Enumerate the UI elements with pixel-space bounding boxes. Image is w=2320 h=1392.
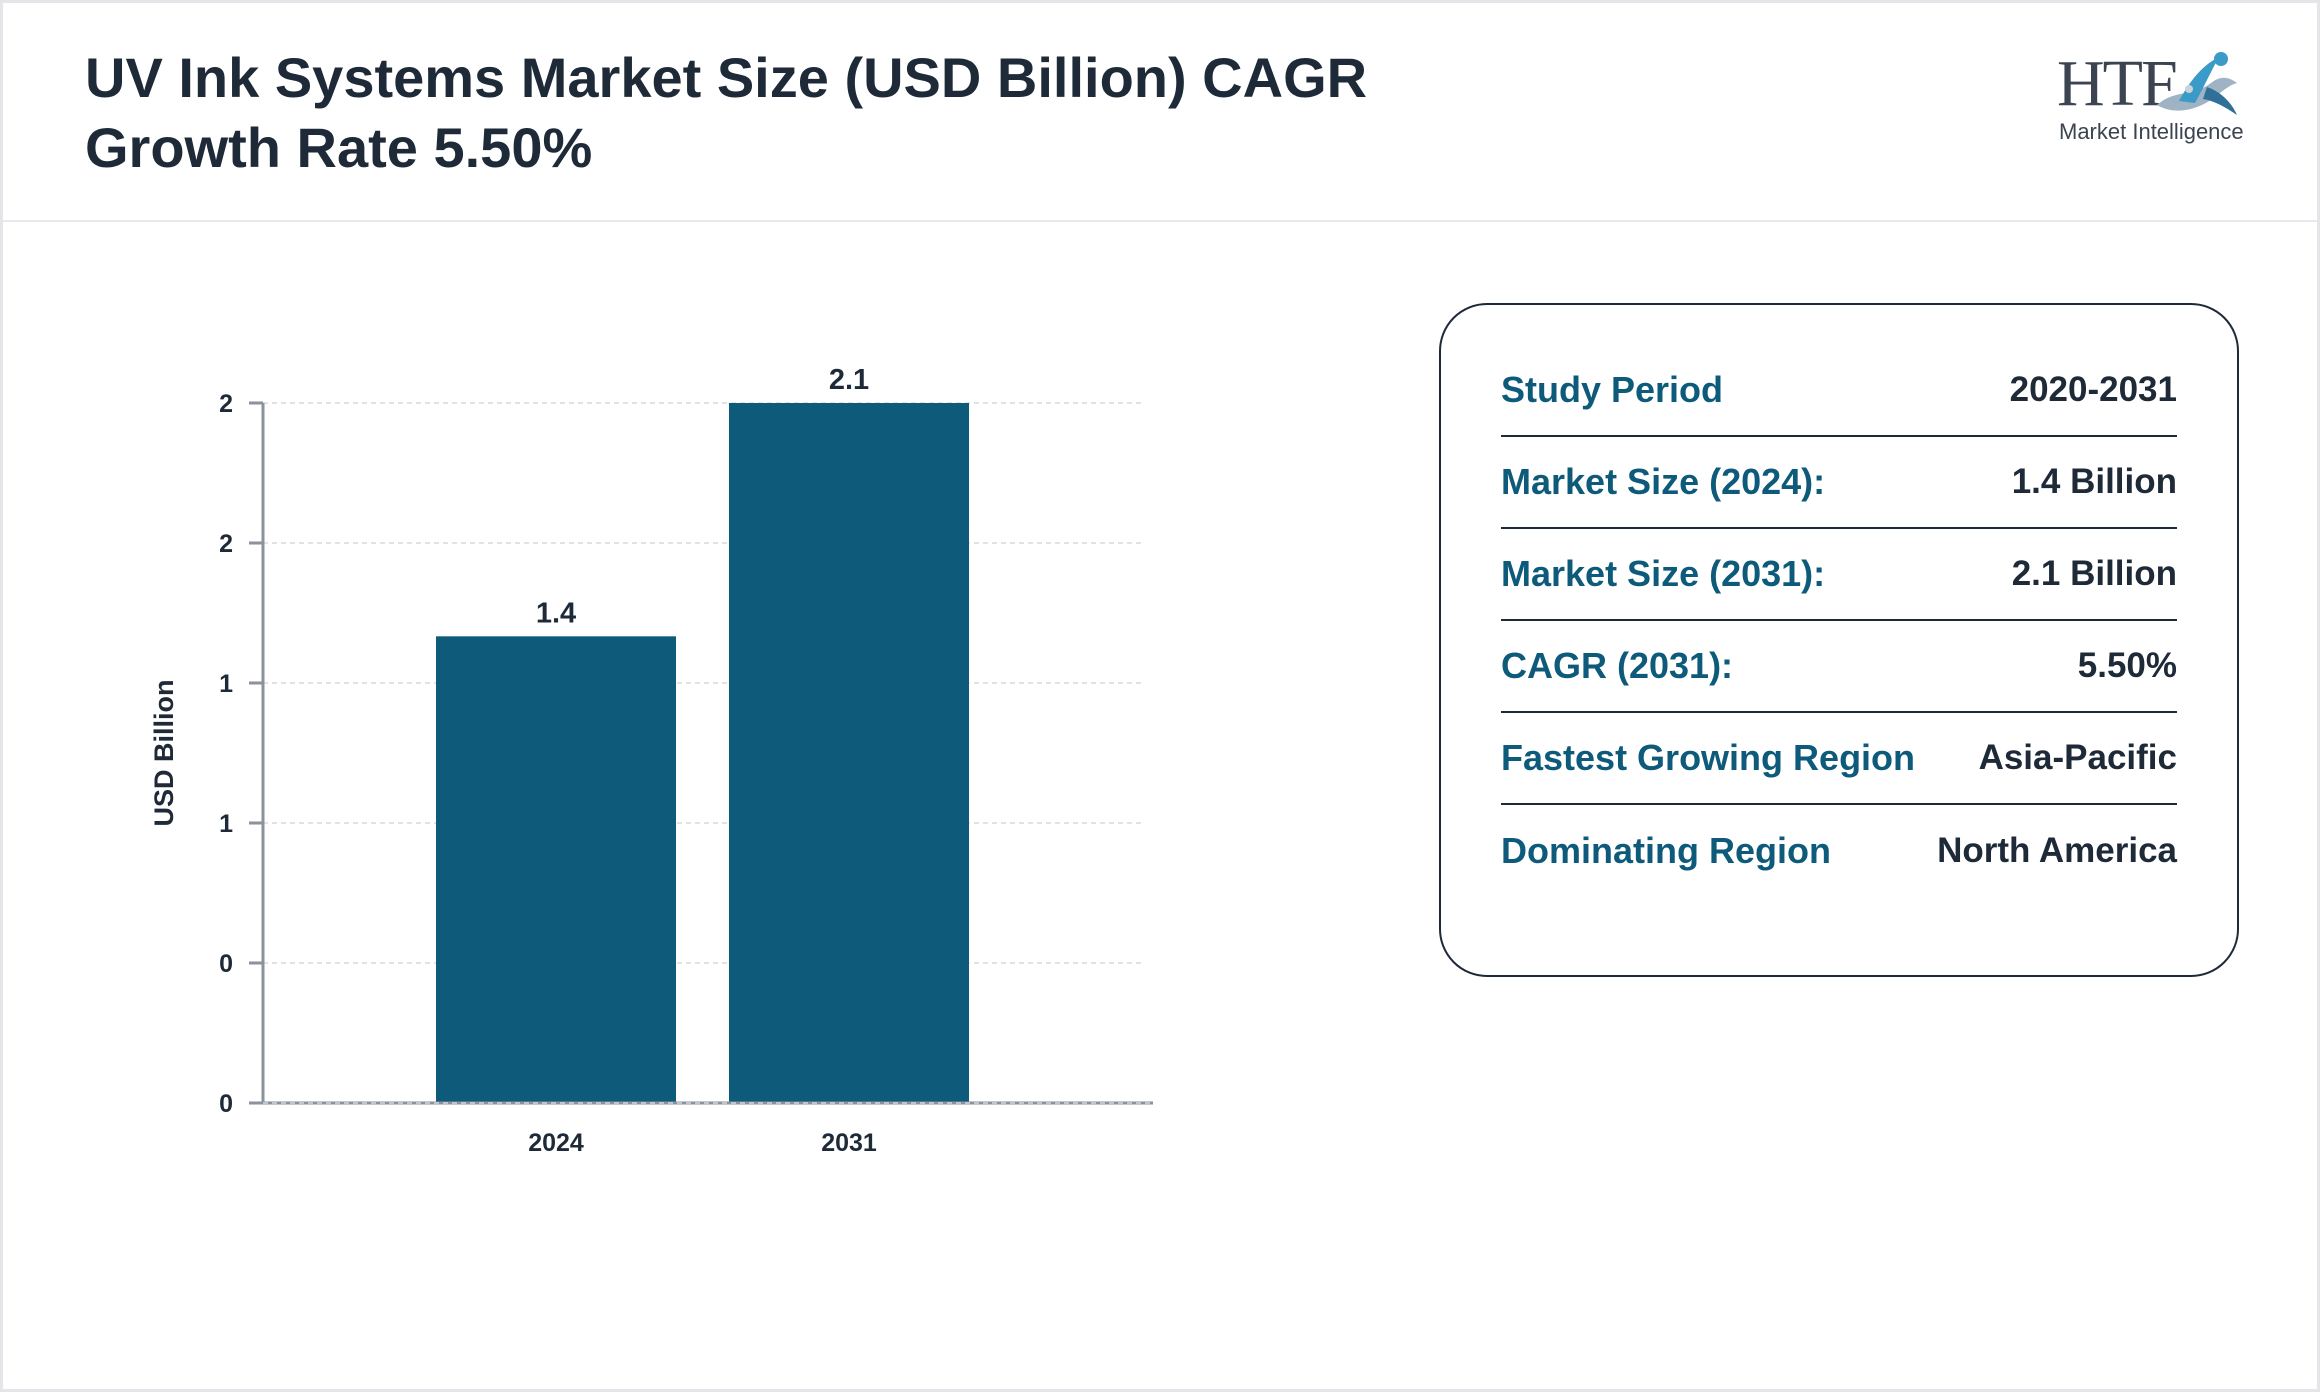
summary-row-value: 2.1 Billion <box>2011 554 2177 593</box>
y-axis: 0 0 1 1 2 2 <box>219 390 265 1118</box>
summary-row-value: Asia-Pacific <box>1978 738 2177 777</box>
summary-row-label: Market Size (2031): <box>1501 553 1826 594</box>
y-tick-label: 0 <box>219 950 233 978</box>
summary-row-value: 2020-2031 <box>2009 370 2177 409</box>
summary-row-label: Fastest Growing Region <box>1501 737 1916 778</box>
bar-2031 <box>729 403 969 1103</box>
x-tick-label-2031: 2031 <box>821 1129 877 1157</box>
y-tick-label: 2 <box>219 390 233 418</box>
y-axis-title: USD Billion <box>149 680 179 827</box>
summary-row: Market Size (2024): 1.4 Billion <box>1501 437 2177 529</box>
summary-row-value: North America <box>1937 831 2177 870</box>
x-axis: 2024 2031 <box>263 1101 1153 1157</box>
page-title: UV Ink Systems Market Size (USD Billion)… <box>85 46 1368 179</box>
summary-row-label: CAGR (2031): <box>1501 645 1734 686</box>
y-tick-label: 1 <box>219 810 233 838</box>
bars: 1.4 2.1 <box>436 364 969 1103</box>
bar-chart: 0 0 1 1 2 2 1.4 2.1 2024 2031 USD Billion <box>149 364 1153 1157</box>
summary-row: CAGR (2031): 5.50% <box>1501 621 2177 713</box>
data-label-2031: 2.1 <box>829 364 869 396</box>
x-tick-label-2024: 2024 <box>528 1129 584 1157</box>
htf-swoosh-logo-icon <box>2157 52 2237 115</box>
y-tick-label: 2 <box>219 530 233 558</box>
logo-tagline: Market Intelligence <box>2059 119 2244 144</box>
summary-panel: Study Period 2020-2031 Market Size (2024):… <box>1439 303 2239 977</box>
bar-2024 <box>436 636 676 1103</box>
gridlines <box>263 402 1143 1104</box>
summary-row-label: Study Period <box>1501 369 1724 410</box>
summary-row-value: 1.4 Billion <box>2011 462 2177 501</box>
logo-brand-text: HTF <box>2057 47 2178 120</box>
header: UV Ink Systems Market Size (USD Billion)… <box>3 3 2317 222</box>
summary-row-label: Dominating Region <box>1501 830 1831 871</box>
summary-row-label: Market Size (2024): <box>1501 461 1826 502</box>
htf-logo: HTF Market Intelligence <box>2053 43 2244 153</box>
y-tick-label: 1 <box>219 670 233 698</box>
summary-row: Study Period 2020-2031 <box>1501 345 2177 437</box>
summary-row: Fastest Growing Region Asia-Pacific <box>1501 713 2177 805</box>
summary-row: Dominating Region North America <box>1501 805 2177 897</box>
y-tick-label: 0 <box>219 1090 233 1118</box>
summary-row: Market Size (2031): 2.1 Billion <box>1501 529 2177 621</box>
data-label-2024: 1.4 <box>536 597 576 629</box>
summary-row-value: 5.50% <box>2077 646 2177 685</box>
